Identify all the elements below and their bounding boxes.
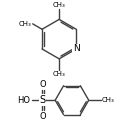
Text: CH₃: CH₃: [102, 97, 114, 103]
Text: CH₃: CH₃: [19, 21, 32, 27]
Text: CH₃: CH₃: [53, 71, 66, 77]
Text: O: O: [39, 80, 46, 89]
Text: O: O: [39, 112, 46, 121]
Text: S: S: [39, 95, 45, 105]
Text: CH₃: CH₃: [53, 2, 66, 8]
Text: N: N: [73, 44, 80, 53]
Text: HO: HO: [18, 96, 31, 105]
